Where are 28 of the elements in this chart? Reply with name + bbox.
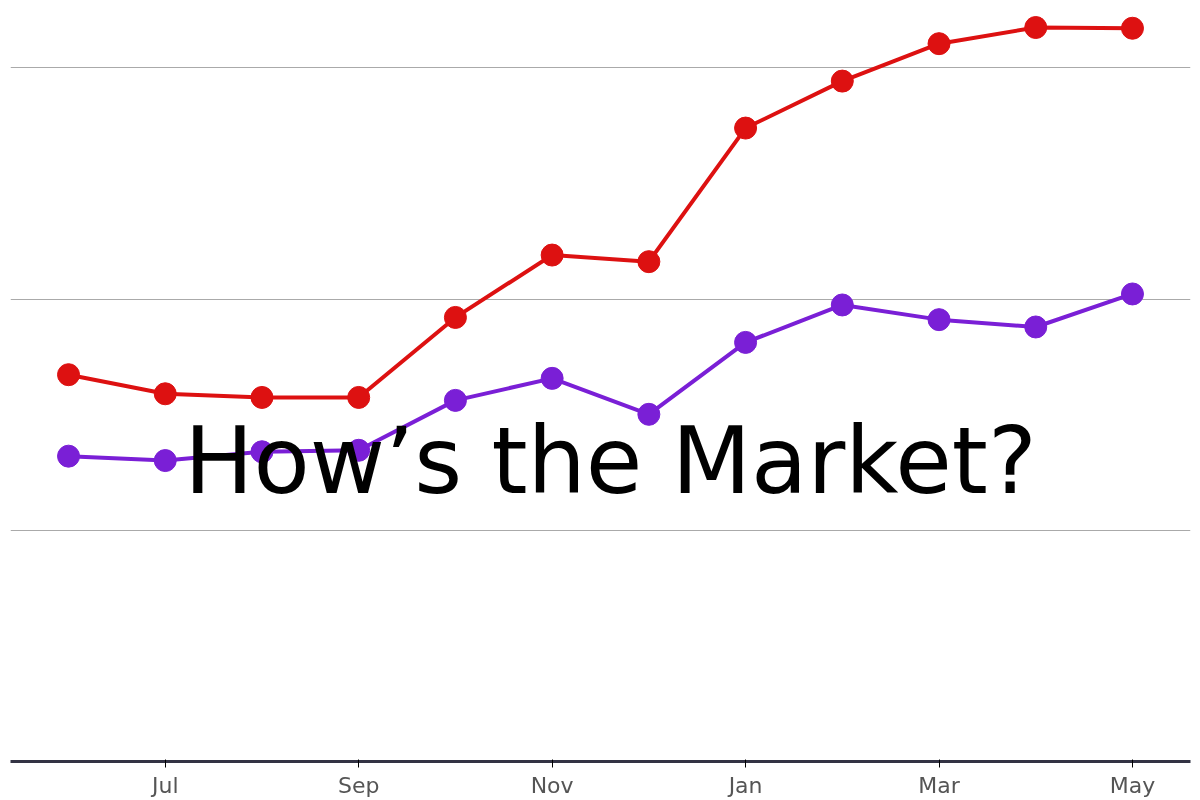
x-tick-label: May: [1109, 772, 1156, 798]
point: [1120, 16, 1144, 40]
x-tick-label: Nov: [530, 772, 574, 798]
point: [637, 402, 661, 426]
point: [830, 293, 854, 317]
point: [153, 449, 177, 473]
point: [443, 305, 467, 329]
point: [1120, 282, 1144, 306]
x-tick-label: Mar: [918, 772, 961, 798]
point: [443, 388, 467, 412]
point: [637, 250, 661, 274]
point: [153, 382, 177, 406]
point: [734, 116, 758, 140]
point: [830, 69, 854, 93]
point: [1024, 16, 1048, 39]
point: [57, 444, 81, 468]
point: [540, 366, 564, 390]
x-tick-label: Jul: [149, 772, 179, 798]
point: [734, 330, 758, 354]
x-tick-label: Jan: [726, 772, 763, 798]
point: [347, 385, 371, 409]
point: [1024, 315, 1048, 339]
point: [927, 308, 951, 332]
point: [927, 32, 951, 56]
point: [540, 243, 564, 267]
point: [57, 363, 81, 387]
x-tick-label: Sep: [337, 772, 380, 798]
point: [250, 385, 274, 409]
